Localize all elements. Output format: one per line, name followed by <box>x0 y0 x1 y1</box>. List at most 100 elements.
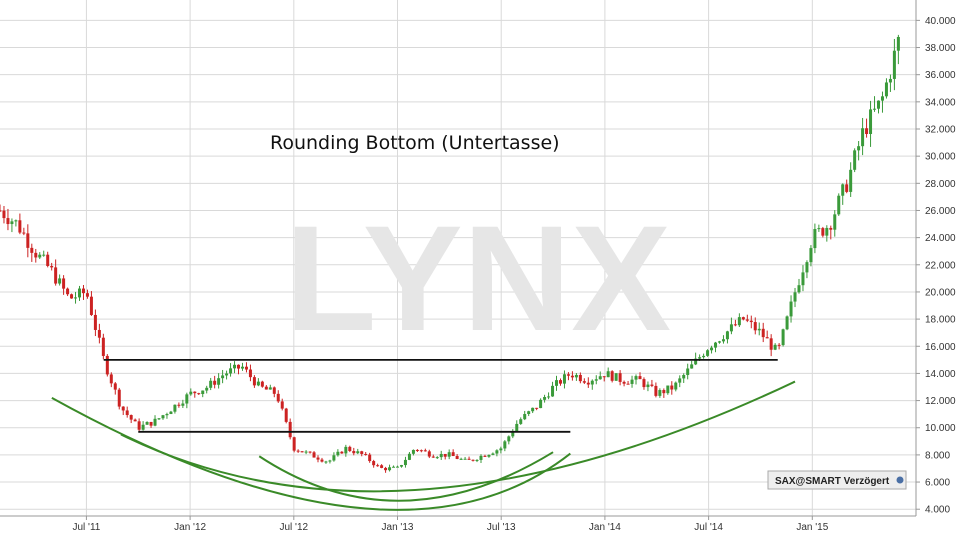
candle-body <box>797 285 801 293</box>
candle-body <box>54 267 58 284</box>
candle-body <box>495 450 499 454</box>
candle-body <box>630 379 634 384</box>
candle-body <box>566 374 570 376</box>
x-tick-label: Jan '13 <box>382 522 414 533</box>
candle-body <box>308 451 312 453</box>
candle-body <box>340 451 344 454</box>
candle-body <box>272 387 276 394</box>
candle-body <box>666 385 670 394</box>
candle-body <box>411 449 415 454</box>
candle-body <box>368 454 372 462</box>
candle-body <box>801 272 805 286</box>
y-tick-label: 26.000 <box>925 206 956 217</box>
candle-body <box>58 278 62 284</box>
candle-body <box>407 453 411 460</box>
candle-body <box>256 381 260 386</box>
candle-body <box>328 460 332 462</box>
candle-body <box>439 453 443 458</box>
y-tick-label: 16.000 <box>925 342 956 353</box>
x-tick-label: Jul '13 <box>487 522 516 533</box>
candle-body <box>849 169 853 192</box>
y-tick-label: 38.000 <box>925 43 956 54</box>
candle-body <box>785 316 789 330</box>
candle-body <box>113 383 117 390</box>
candle-body <box>332 455 336 461</box>
candle-body <box>781 329 785 346</box>
candle-body <box>205 387 209 391</box>
y-tick-label: 20.000 <box>925 287 956 298</box>
watermark: LYNX <box>285 194 671 362</box>
candle-body <box>765 337 769 339</box>
candle-body <box>221 375 225 379</box>
candle-body <box>70 294 74 299</box>
candle-body <box>861 128 865 147</box>
candle-body <box>825 227 829 236</box>
candle-body <box>698 357 702 359</box>
candle-body <box>662 390 666 394</box>
candle-body <box>551 385 555 397</box>
candle-body <box>745 319 749 321</box>
source-badge: SAX@SMART Verzögert <box>767 470 907 490</box>
candle-body <box>865 128 869 135</box>
candle-body <box>2 210 6 219</box>
candle-body <box>503 441 507 449</box>
y-tick-label: 36.000 <box>925 70 956 81</box>
candle-body <box>491 453 495 455</box>
candle-body <box>237 364 241 369</box>
candle-body <box>570 375 574 378</box>
y-tick-label: 4.000 <box>925 505 950 516</box>
grid <box>0 0 916 516</box>
candle-body <box>284 408 288 422</box>
candle-body <box>654 385 658 396</box>
source-badge-label: SAX@SMART Verzögert <box>775 476 890 487</box>
candle-body <box>853 150 857 170</box>
candle-body <box>845 184 849 192</box>
candle-body <box>471 459 475 461</box>
candle-body <box>821 228 825 236</box>
candle-body <box>129 415 133 420</box>
candle-body <box>101 337 105 356</box>
candle-body <box>240 366 244 369</box>
candle-body <box>789 301 793 317</box>
candle-body <box>539 399 543 409</box>
candle-body <box>225 373 229 376</box>
candle-body <box>749 320 753 323</box>
candle-body <box>694 358 698 365</box>
candle-body <box>555 380 559 386</box>
candle-body <box>38 254 42 258</box>
candle-body <box>6 218 10 225</box>
candle-body <box>165 414 169 416</box>
candle-body <box>26 233 30 248</box>
candle-body <box>85 293 89 297</box>
candle-body <box>634 376 638 380</box>
candle-body <box>105 355 109 375</box>
candle-body <box>360 451 364 454</box>
rounding-arc-small <box>258 451 554 502</box>
candle-body <box>833 214 837 230</box>
candle-body <box>757 328 761 331</box>
candle-body <box>511 431 515 437</box>
candle-body <box>81 288 85 294</box>
candle-body <box>316 457 320 460</box>
candle-body <box>264 386 268 390</box>
candle-body <box>423 450 427 452</box>
candle-body <box>173 404 177 412</box>
candle-body <box>602 376 606 378</box>
candle-body <box>372 461 376 466</box>
candle-body <box>46 254 50 266</box>
candle-body <box>598 376 602 380</box>
candle-body <box>348 446 352 452</box>
y-tick-label: 32.000 <box>925 125 956 136</box>
candle-body <box>252 377 256 386</box>
y-tick-label: 24.000 <box>925 233 956 244</box>
candle-body <box>276 393 280 402</box>
candle-body <box>356 451 360 454</box>
candle-body <box>562 374 566 384</box>
candle-body <box>376 465 380 467</box>
candle-body <box>725 331 729 340</box>
candle-body <box>690 364 694 369</box>
candle-body <box>14 220 18 222</box>
candle-body <box>670 385 674 390</box>
candle-body <box>610 371 614 381</box>
candle-body <box>415 449 419 451</box>
